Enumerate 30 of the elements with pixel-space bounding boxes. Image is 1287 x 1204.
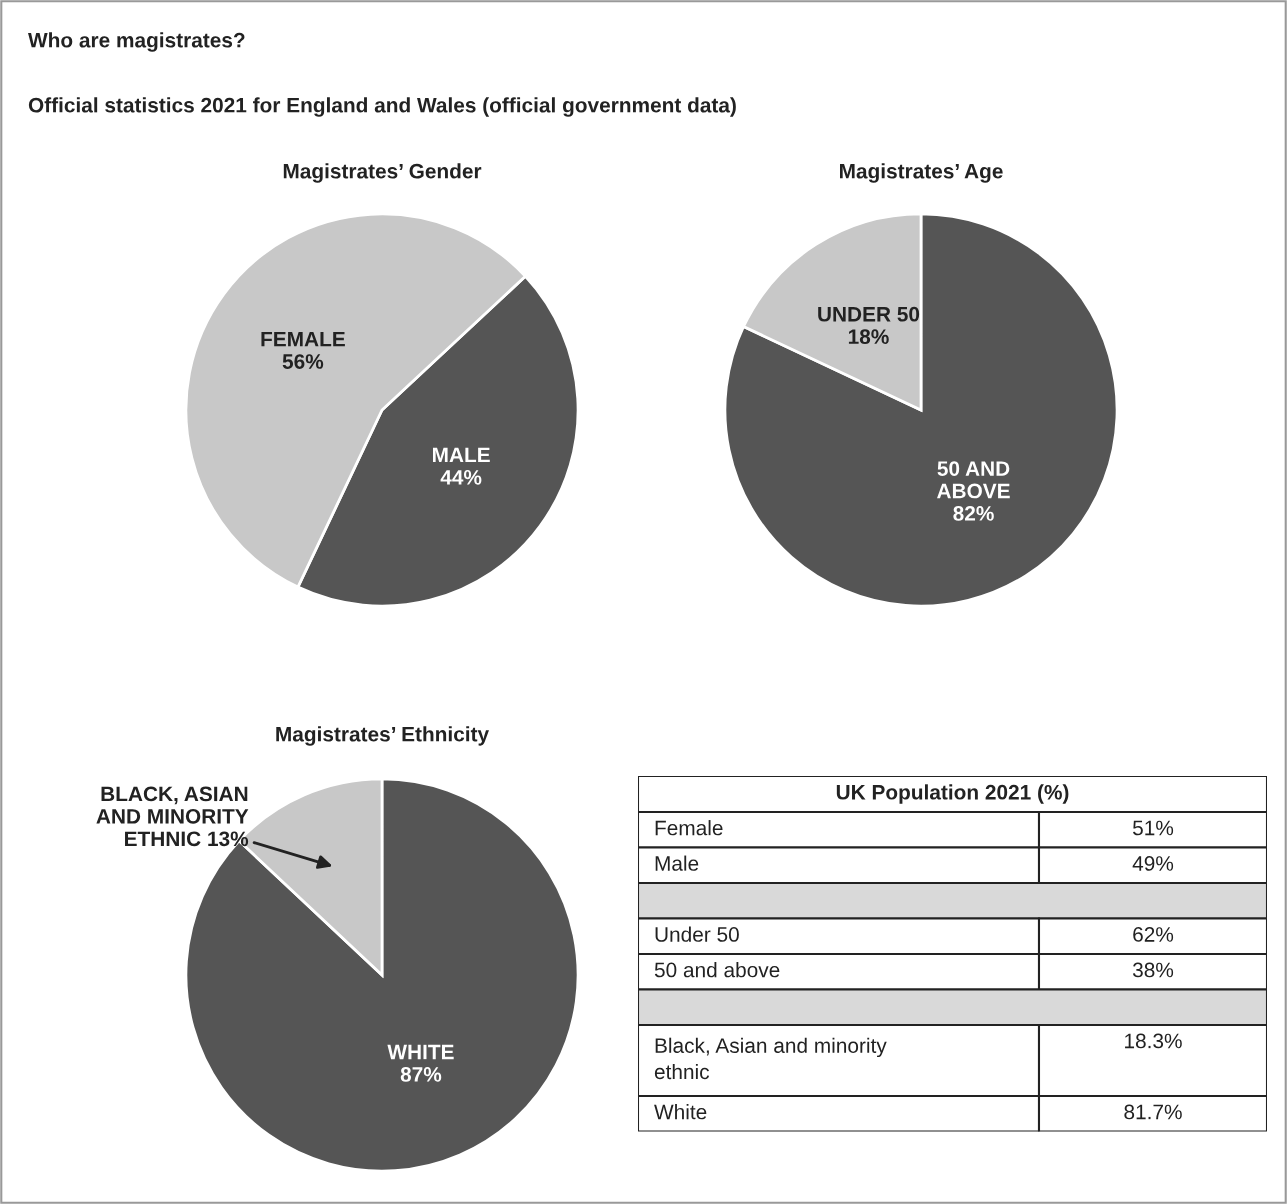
slice-label: UNDER 50	[818, 306, 920, 322]
data-label: 82%	[953, 506, 994, 521]
category-label: 50 and above	[654, 962, 780, 978]
text: Who are magistrates?	[28, 32, 245, 52]
category-label: Black, Asian and minority ethnic	[654, 1037, 887, 1080]
data-label: 49%	[1132, 856, 1174, 871]
chart-title: Magistrates’ Gender	[283, 163, 482, 183]
category-label: Under 50	[655, 926, 739, 942]
category-label: Male	[655, 855, 699, 871]
data-label: 87%	[400, 1067, 442, 1082]
data-label: 18.3%	[1125, 1033, 1182, 1049]
pie-slice	[723, 212, 1119, 608]
data-label: 62%	[1133, 927, 1174, 942]
data-label: 38%	[1132, 962, 1174, 978]
category-label: Female	[655, 820, 723, 836]
data-label: 81.7%	[1124, 1104, 1182, 1120]
slice-label: FEMALE	[261, 331, 345, 347]
text: UK Population 2021 (%)	[836, 784, 1069, 804]
text: Official statistics 2021 for England and Wales (official government data)	[28, 97, 736, 117]
chart-title: Magistrates’ Ethnicity	[276, 726, 489, 746]
slice-label: 50 AND ABOVE	[937, 461, 1010, 499]
slice-label: WHITE	[387, 1044, 454, 1060]
data-label: 56%	[282, 354, 324, 369]
category-label: White	[654, 1104, 707, 1120]
chart-title: Magistrates’ Age	[840, 163, 1003, 183]
data-label: 44%	[440, 470, 482, 485]
data-label: 18%	[848, 329, 889, 345]
data-label: 51%	[1132, 820, 1174, 836]
slice-label: BLACK, ASIAN AND MINORITY ETHNIC 13%	[96, 786, 249, 847]
slice-label: MALE	[433, 447, 490, 463]
